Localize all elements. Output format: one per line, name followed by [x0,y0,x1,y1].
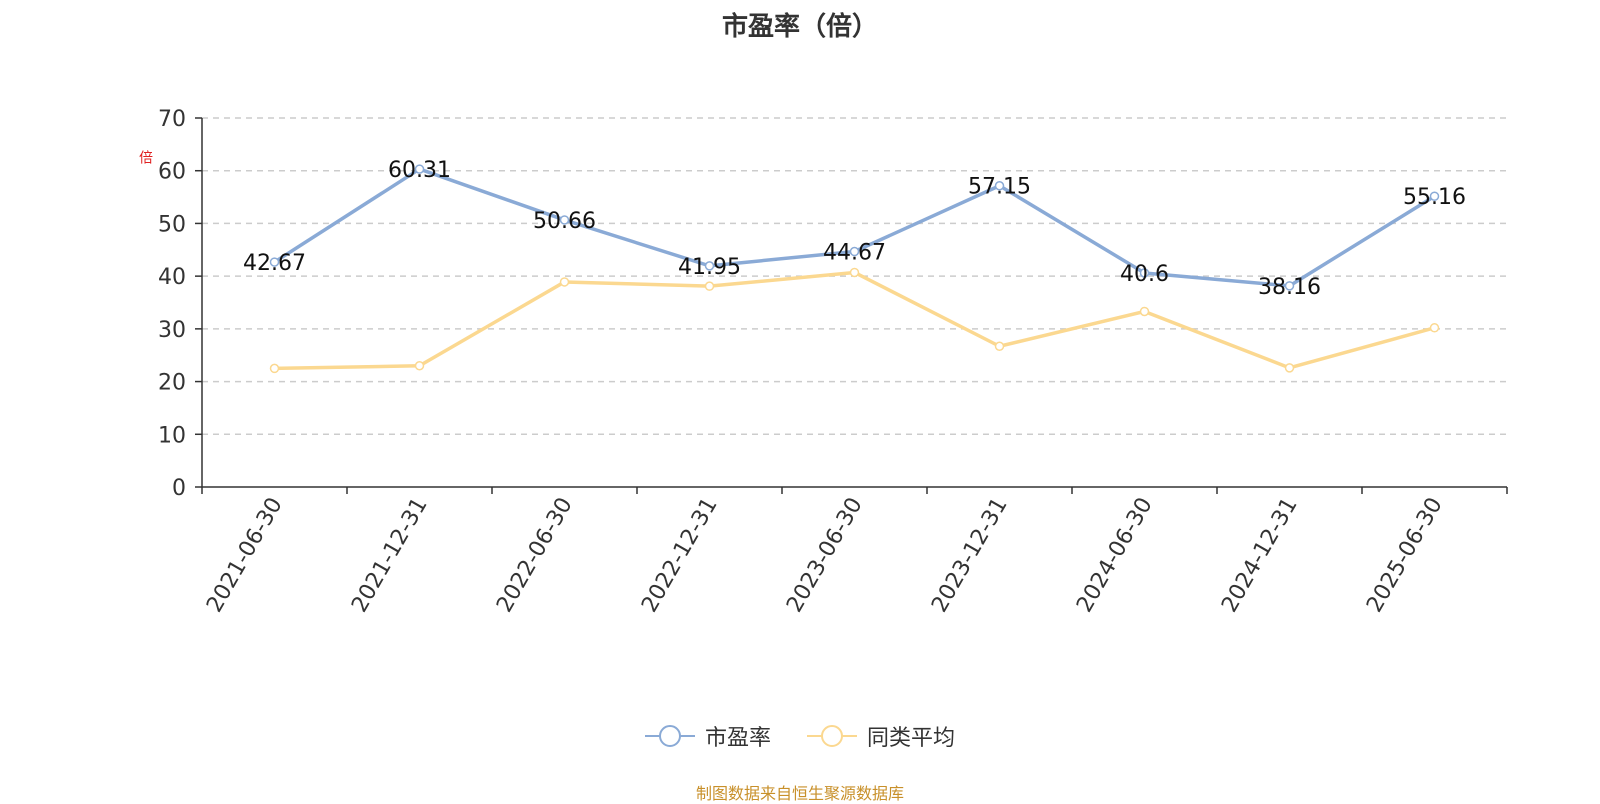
y-tick-label: 0 [172,476,186,501]
x-tick-label: 2025-06-30 [1362,494,1448,617]
data-label: 57.15 [968,175,1031,200]
legend-item-peer[interactable]: 同类平均 [807,720,955,752]
data-point [269,363,280,374]
data-label: 41.95 [678,255,741,280]
x-tick-label: 2021-06-30 [202,494,288,617]
y-axis-unit: 倍 [137,150,153,164]
x-tick-label: 2024-06-30 [1072,494,1158,617]
y-tick-label: 70 [158,107,186,132]
data-point [1139,306,1150,317]
x-tick-label: 2023-12-31 [927,494,1013,617]
data-point [1429,323,1440,333]
source-note: 制图数据来自恒生聚源数据库 [695,784,904,803]
data-label: 42.67 [243,251,306,276]
data-point [414,164,425,174]
y-tick-label: 30 [158,318,186,343]
x-tick-label: 2022-12-31 [637,494,723,617]
data-point [994,341,1005,352]
x-tick-label: 2021-12-31 [347,494,433,617]
x-tick-label: 2022-06-30 [492,494,578,617]
y-tick-label: 10 [158,423,186,448]
legend: 市盈率 同类平均 [0,720,1600,752]
data-point [849,267,860,278]
x-tick-label: 2023-06-30 [782,494,868,617]
legend-item-pe[interactable]: 市盈率 [644,720,771,752]
y-tick-label: 50 [158,212,186,237]
data-label: 55.16 [1403,185,1466,210]
legend-peer-label: 同类平均 [867,726,956,751]
data-point [1429,191,1440,201]
y-tick-label: 60 [158,160,186,185]
data-point [704,281,715,291]
chart-title: 市盈率（倍） [721,12,878,42]
data-point [559,277,570,287]
legend-pe-icon [644,725,695,747]
y-tick-label: 20 [158,371,186,396]
data-point [559,215,570,225]
data-label: 44.67 [823,241,886,266]
data-label: 60.31 [388,158,451,183]
data-point [1284,281,1295,291]
data-label: 38.16 [1258,275,1321,300]
data-point [1284,363,1295,373]
series [269,164,1440,374]
legend-pe-label: 市盈率 [704,726,771,751]
data-point [269,257,280,267]
data-labels: 42.67 60.31 50.66 41.95 44.67 57.15 40.6 38.16 5… [243,158,1466,300]
x-tick-label: 2024-12-31 [1217,494,1303,617]
data-point [1139,268,1150,278]
data-point [994,180,1005,191]
y-tick-label: 40 [158,265,186,290]
data-point [704,261,715,271]
data-label: 50.66 [533,209,596,234]
data-point [849,246,860,257]
data-label: 40.6 [1120,262,1169,287]
legend-peer-icon [807,725,857,747]
data-point [414,361,425,371]
